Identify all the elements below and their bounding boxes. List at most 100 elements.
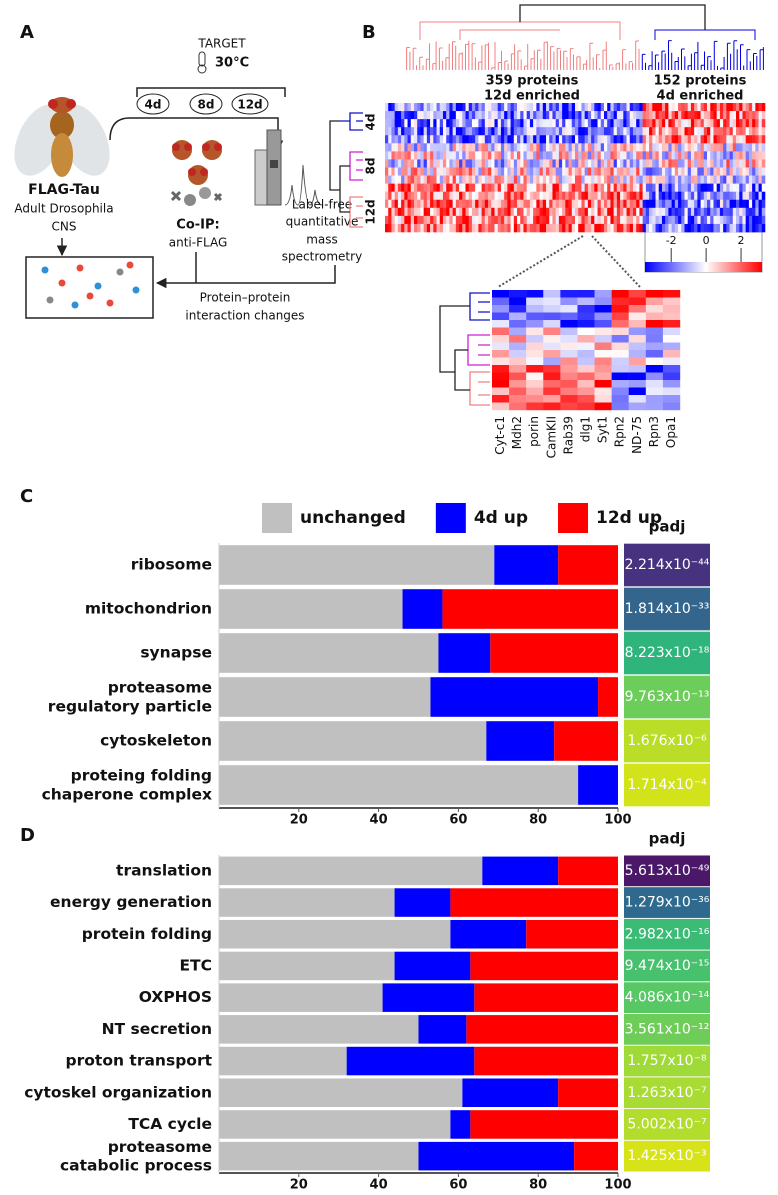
heatmap-cell — [401, 119, 405, 128]
heatmap-cell — [401, 111, 405, 120]
heatmap-cell — [594, 215, 598, 225]
heatmap-cell — [571, 223, 576, 233]
heatmap-cell — [700, 175, 705, 184]
heatmap-cell — [497, 127, 502, 136]
heatmap-cell — [761, 191, 766, 201]
heatmap-cell — [639, 215, 643, 225]
heatmap-cell — [629, 159, 634, 168]
heatmap-cell — [681, 167, 685, 176]
heatmap-cell — [661, 223, 666, 233]
heatmap-cell — [455, 183, 460, 192]
heatmap-cell — [658, 183, 663, 192]
heatmap-cell — [652, 167, 656, 176]
heatmap-cell — [571, 215, 576, 225]
heatmap-cell — [462, 151, 466, 160]
heatmap-cell — [716, 151, 721, 160]
heatmap-cell — [575, 167, 579, 176]
heatmap-cell — [433, 175, 437, 184]
heatmap-cell — [594, 357, 612, 366]
heatmap-cell — [549, 175, 553, 184]
heatmap-cell — [665, 175, 669, 184]
heatmap-cell — [488, 215, 492, 225]
heatmap-cell — [558, 183, 563, 192]
heatmap-cell — [465, 183, 470, 192]
heatmap-cell — [632, 223, 637, 233]
heatmap-cell — [526, 199, 531, 209]
heatmap-cell — [690, 103, 695, 112]
heatmap-cell — [665, 111, 669, 120]
heatmap-cell — [417, 167, 421, 176]
heatmap-cell — [610, 111, 614, 120]
heatmap-cell — [552, 191, 556, 201]
heatmap-cell — [629, 151, 634, 160]
heatmap-cell — [404, 175, 408, 184]
heatmap-cell — [713, 191, 717, 201]
heatmap-cell — [607, 215, 611, 225]
category-label: ETC — [179, 956, 212, 974]
heatmap-cell — [426, 151, 431, 160]
heatmap-cell — [526, 167, 531, 176]
heatmap-cell — [745, 143, 750, 152]
heatmap-cell — [488, 111, 492, 120]
heatmap-cell — [736, 103, 740, 112]
heatmap-cell — [642, 191, 647, 201]
heatmap-cell — [481, 207, 486, 217]
heatmap-cell — [607, 127, 611, 136]
heatmap-cell — [549, 207, 553, 217]
heatmap-cell — [623, 207, 627, 217]
heatmap-cell — [401, 207, 405, 217]
heatmap-cell — [430, 223, 434, 233]
heatmap-cell — [575, 111, 579, 120]
heatmap-cell — [488, 119, 492, 128]
heatmap-cell — [397, 151, 402, 160]
heatmap-cell — [600, 119, 605, 128]
heatmap-cell — [628, 320, 647, 328]
heatmap-cell — [388, 191, 392, 201]
heatmap-cell — [504, 159, 508, 168]
heatmap-cell — [417, 119, 421, 128]
heatmap-cell — [626, 199, 631, 209]
heatmap-cell — [433, 183, 437, 192]
heatmap-cell — [662, 395, 681, 403]
heatmap-cell — [494, 151, 499, 160]
heatmap-cell — [560, 335, 578, 343]
heatmap-cell — [690, 151, 695, 160]
heatmap-cell — [645, 183, 650, 192]
heatmap-cell — [748, 159, 753, 168]
heatmap-cell — [623, 199, 627, 209]
heatmap-cell — [504, 119, 508, 128]
heatmap-cell — [500, 183, 505, 192]
heatmap-cell — [623, 215, 627, 225]
padj-label: 4.086x10⁻¹⁴ — [625, 990, 710, 1006]
heatmap-cell — [652, 207, 656, 217]
heatmap-cell — [468, 159, 473, 168]
legend-label: 4d up — [474, 508, 528, 528]
heatmap-cell — [571, 183, 576, 192]
heatmap-cell — [613, 199, 618, 209]
heatmap-cell — [500, 111, 505, 120]
heatmap-cell — [613, 159, 618, 168]
heatmap-cell — [439, 199, 444, 209]
heatmap-cell — [481, 223, 486, 233]
heatmap-cell — [587, 111, 592, 120]
heatmap-cell — [404, 191, 408, 201]
heatmap-cell — [536, 119, 540, 128]
heatmap-cell — [587, 199, 592, 209]
heatmap-cell — [500, 207, 505, 217]
heatmap-cell — [385, 215, 389, 225]
heatmap-cell — [417, 207, 421, 217]
heatmap-cell — [413, 159, 418, 168]
heatmap-cell — [736, 167, 740, 176]
heatmap-cell — [687, 143, 692, 152]
heatmap-cell — [475, 223, 479, 233]
heatmap-cell — [391, 119, 395, 128]
colorbar — [645, 262, 762, 272]
heatmap-cell — [542, 199, 547, 209]
heatmap-cell — [465, 135, 470, 144]
heatmap-cell — [500, 223, 505, 233]
heatmap-cell — [481, 183, 486, 192]
heatmap-cell — [446, 175, 450, 184]
heatmap-cell — [555, 167, 560, 176]
heatmap-cell — [423, 127, 428, 136]
heatmap-cell — [423, 159, 428, 168]
